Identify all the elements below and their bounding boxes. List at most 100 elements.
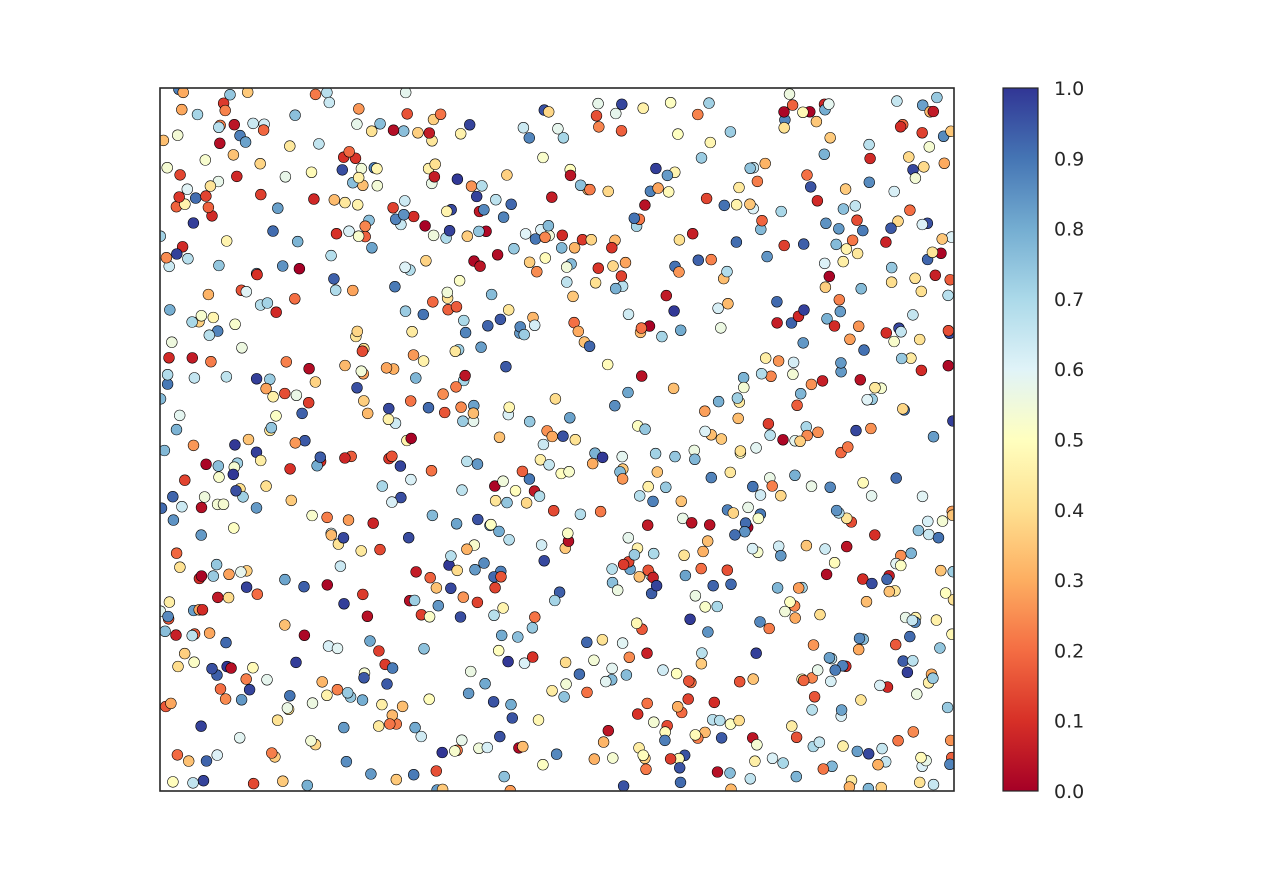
scatter-point — [590, 110, 603, 122]
scatter-point — [922, 515, 934, 528]
scatter-point — [945, 125, 954, 137]
scatter-point — [814, 608, 826, 621]
scatter-point — [858, 344, 870, 356]
scatter-point — [331, 642, 344, 655]
scatter-point — [165, 697, 177, 710]
scatter-point — [558, 691, 570, 703]
scatter-point — [947, 566, 954, 578]
scatter-point — [798, 304, 810, 316]
scatter-point — [234, 732, 246, 744]
scatter-point — [648, 716, 660, 728]
scatter-point — [479, 678, 491, 690]
scatter-point — [606, 662, 618, 675]
scatter-point — [497, 602, 509, 614]
scatter-point — [672, 128, 684, 140]
scatter-point — [439, 406, 451, 419]
scatter-point — [880, 327, 892, 339]
scatter-point — [849, 200, 861, 212]
scatter-point — [449, 345, 461, 357]
scatter-point — [817, 763, 829, 775]
scatter-point — [352, 230, 365, 242]
scatter-point — [229, 439, 241, 451]
scatter-point — [270, 306, 282, 318]
scatter-point — [703, 97, 715, 109]
scatter-point — [171, 749, 184, 761]
scatter-point — [633, 571, 645, 583]
scatter-point — [229, 318, 241, 330]
scatter-point — [744, 198, 756, 210]
scatter-point — [727, 507, 739, 519]
scatter-point — [418, 643, 430, 655]
scatter-point — [386, 662, 399, 674]
colorbar-tick-label: 0.1 — [1054, 711, 1084, 733]
scatter-point — [610, 282, 622, 295]
scatter-point — [374, 118, 386, 130]
scatter-point — [191, 108, 204, 121]
scatter-point — [945, 231, 954, 243]
scatter-point — [829, 664, 841, 676]
scatter-point — [751, 739, 763, 751]
scatter-point — [542, 220, 555, 232]
scatter-point — [220, 371, 233, 383]
scatter-point — [869, 529, 881, 541]
scatter-point — [353, 103, 365, 115]
scatter-point — [265, 422, 278, 434]
scatter-point — [944, 274, 954, 286]
scatter-point — [730, 236, 743, 248]
scatter-point — [812, 426, 824, 438]
scatter-point — [702, 626, 714, 638]
scatter-point — [825, 675, 837, 688]
scatter-point — [714, 714, 726, 727]
scatter-point — [376, 698, 388, 711]
scatter-point — [478, 557, 490, 569]
scatter-point — [549, 594, 561, 607]
colorbar-tick-label: 0.5 — [1054, 430, 1084, 452]
scatter-point — [224, 89, 236, 101]
scatter-point — [766, 480, 778, 492]
scatter-point — [778, 122, 790, 134]
scatter-point — [494, 730, 506, 743]
scatter-point — [340, 756, 353, 768]
scatter-point — [494, 313, 507, 326]
scatter-point — [351, 382, 363, 394]
scatter-point — [415, 730, 427, 743]
scatter-point — [213, 259, 225, 272]
scatter-point — [343, 146, 355, 158]
scatter-point — [277, 260, 289, 272]
scatter-point — [837, 740, 849, 752]
scatter-point — [596, 634, 609, 646]
scatter-point — [944, 758, 954, 770]
scatter-point — [488, 609, 500, 621]
scatter-point — [321, 579, 333, 591]
scatter-point — [760, 352, 772, 364]
scatter-point — [692, 254, 704, 266]
scatter-point — [505, 698, 517, 711]
scatter-point — [699, 601, 711, 613]
scatter-point — [810, 115, 823, 128]
scatter-point — [851, 214, 863, 226]
scatter-point — [724, 466, 736, 479]
scatter-point — [533, 490, 546, 502]
scatter-point — [498, 770, 510, 783]
scatter-point — [689, 590, 702, 602]
scatter-point — [482, 320, 494, 332]
scatter-point — [462, 687, 475, 700]
scatter-point — [543, 459, 555, 471]
scatter-point — [305, 166, 318, 178]
scatter-point — [183, 755, 195, 767]
scatter-point — [207, 311, 219, 324]
scatter-point — [206, 663, 218, 675]
scatter-point — [734, 445, 747, 457]
scatter-point — [844, 333, 856, 345]
scatter-point — [857, 573, 869, 585]
scatter-point — [936, 233, 948, 245]
scatter-point — [639, 199, 651, 211]
scatter-point — [535, 539, 548, 551]
scatter-point — [517, 740, 529, 753]
scatter-point — [290, 389, 303, 401]
scatter-point — [750, 442, 762, 454]
scatter-point — [917, 99, 929, 111]
scatter-point — [819, 543, 831, 555]
scatter-point — [407, 349, 420, 361]
scatter-point — [182, 253, 194, 265]
